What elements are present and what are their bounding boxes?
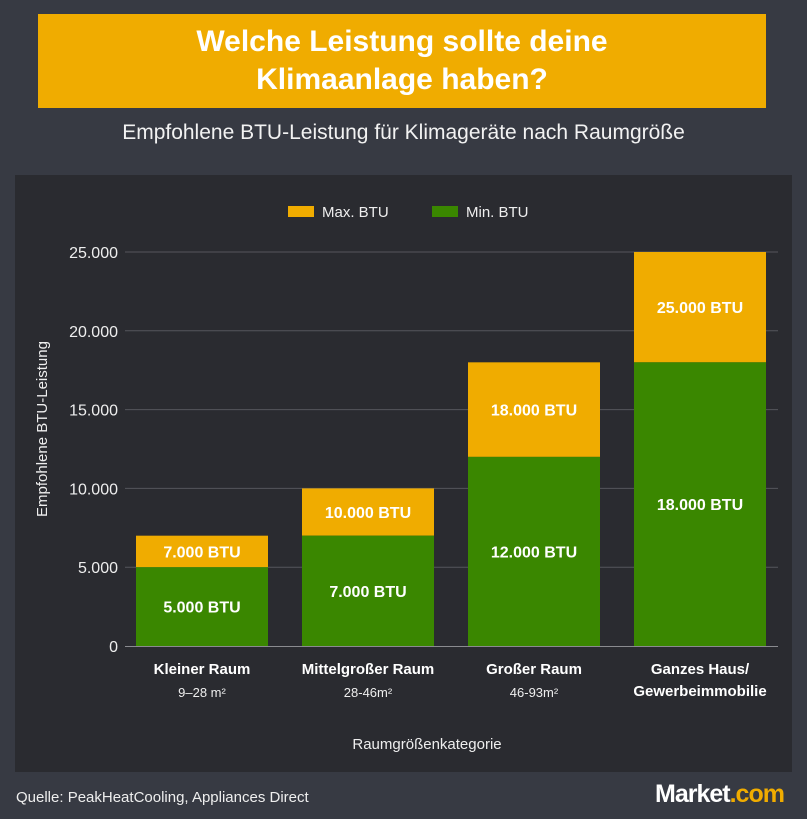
data-label-max: 18.000 BTU [491,403,577,420]
bar-max [136,535,268,568]
x-tick-sublabel: 28-46m² [344,685,393,700]
data-label-min: 5.000 BTU [163,600,240,617]
bar-min [468,456,600,646]
logo-main: Market [655,780,731,808]
legend-swatch-max [288,206,314,217]
x-tick-label: Mittelgroßer Raum [302,661,435,678]
bar-max [634,252,766,363]
bar-min [634,362,766,646]
x-axis-label: Raumgrößenkategorie [352,736,501,753]
bar-min [136,567,268,646]
market-logo: Market.com [655,780,785,809]
y-tick-label: 5.000 [78,560,118,577]
data-label-min: 12.000 BTU [491,544,577,561]
y-tick-label: 0 [109,639,118,656]
x-tick-sublabel: 46-93m² [510,685,559,700]
bar-max [468,362,600,457]
y-tick-label: 10.000 [69,481,118,498]
data-label-max: 25.000 BTU [657,300,743,317]
legend-label-max: Max. BTU [322,204,389,221]
logo-suffix: .com [729,780,785,808]
x-tick-label: Ganzes Haus/ [651,661,750,678]
data-label-max: 7.000 BTU [163,544,240,561]
y-tick-label: 25.000 [69,245,118,262]
legend-label-min: Min. BTU [466,204,529,221]
legend-swatch-min [432,206,458,217]
title-banner: Welche Leistung sollte deine Klimaanlage… [38,14,766,108]
data-label-min: 7.000 BTU [329,584,406,601]
data-label-min: 18.000 BTU [657,497,743,514]
x-tick-label: Kleiner Raum [154,661,251,678]
x-tick-label: Großer Raum [486,661,582,678]
chart-subtitle: Empfohlene BTU-Leistung für Klimageräte … [122,121,685,144]
bar-min [302,535,434,646]
bar-max [302,488,434,536]
source-note: Quelle: PeakHeatCooling, Appliances Dire… [16,789,309,806]
chart-title: Welche Leistung sollte deine Klimaanlage… [196,25,608,96]
x-tick-label: Gewerbeimmobilie [633,683,766,700]
y-axis-label: Empfohlene BTU-Leistung [34,341,51,517]
y-tick-label: 15.000 [69,403,118,420]
y-tick-label: 20.000 [69,324,118,341]
data-label-max: 10.000 BTU [325,505,411,522]
x-tick-sublabel: 9–28 m² [178,685,226,700]
